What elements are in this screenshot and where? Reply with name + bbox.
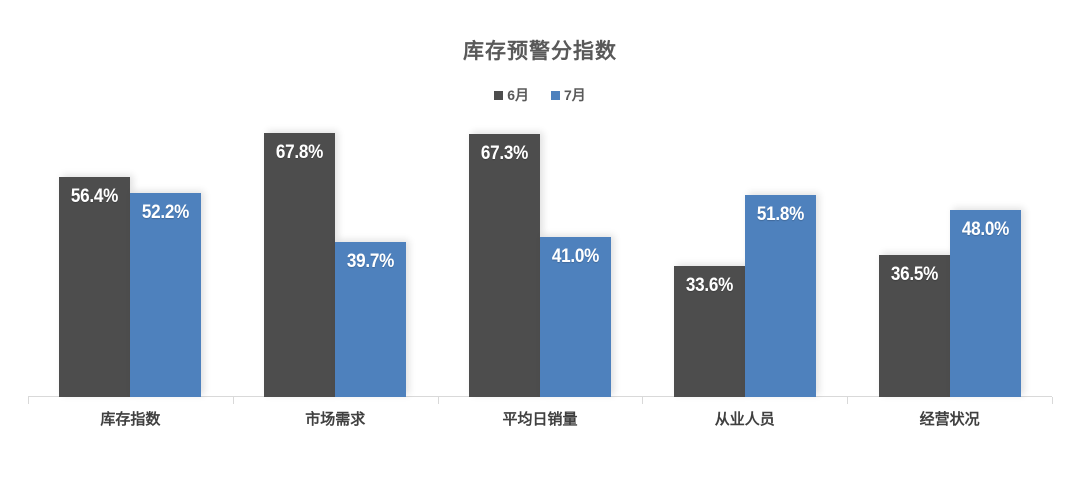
bar-group: 36.5% 48.0% [878, 120, 1021, 397]
bar-july[interactable]: 48.0% [949, 209, 1021, 397]
bar-june[interactable]: 67.3% [469, 134, 540, 397]
legend-item-july[interactable]: 7月 [551, 88, 586, 102]
bar-july[interactable]: 41.0% [540, 237, 611, 397]
legend-swatch-july-icon [551, 90, 560, 100]
legend-swatch-june-icon [494, 90, 504, 100]
axis-tick [28, 397, 29, 404]
bar-june[interactable]: 33.6% [673, 265, 745, 397]
bar-group: 56.4% 52.2% [59, 120, 202, 397]
axis-tick [437, 397, 439, 404]
category-label-2: 市场需求 [305, 411, 366, 428]
bar-pair: 33.6% 51.8% [673, 120, 816, 397]
legend-label-july: 7月 [564, 87, 586, 103]
legend-label-june: 6月 [507, 87, 529, 103]
bar-value-label: 41.0% [551, 246, 600, 268]
axis-tick [232, 397, 234, 404]
axis-tick [1052, 397, 1053, 404]
bar-june[interactable]: 67.8% [264, 132, 336, 397]
bar-value-label: 56.4% [71, 185, 119, 207]
bar-july[interactable]: 51.8% [744, 194, 816, 397]
category-label-5: 经营状况 [919, 411, 980, 428]
axis-tick [642, 397, 644, 404]
chart-title: 库存预警分指数 [463, 40, 617, 63]
bar-value-label: 52.2% [142, 202, 190, 224]
axis-tick [847, 397, 849, 404]
bar-value-label: 33.6% [685, 274, 733, 296]
bar-value-label: 36.5% [890, 263, 938, 285]
bar-pair: 36.5% 48.0% [878, 120, 1021, 397]
bar-july[interactable]: 39.7% [335, 242, 407, 397]
bar-pair: 67.3% 41.0% [469, 120, 611, 397]
bar-pair: 67.8% 39.7% [264, 120, 407, 397]
chart-legend: 6月 7月 [0, 88, 1080, 102]
bar-june[interactable]: 56.4% [59, 176, 131, 397]
bar-pair: 56.4% 52.2% [59, 120, 202, 397]
plot-area: 56.4% 52.2% 67.8% 39.7% 67.3% 41.0% 33.6% 51.8%… [28, 120, 1052, 397]
bar-value-label: 67.3% [480, 143, 529, 165]
legend-item-june[interactable]: 6月 [494, 88, 529, 102]
category-label-4: 从业人员 [714, 411, 775, 428]
bar-july[interactable]: 52.2% [130, 193, 202, 397]
bar-value-label: 51.8% [756, 203, 804, 225]
bar-value-label: 39.7% [347, 251, 395, 273]
bar-group: 67.3% 41.0% [469, 120, 611, 397]
bar-june[interactable]: 36.5% [878, 254, 950, 397]
category-label-1: 库存指数 [100, 411, 161, 428]
bar-value-label: 48.0% [961, 218, 1009, 240]
category-label-3: 平均日销量 [502, 411, 578, 428]
bar-value-label: 67.8% [276, 141, 324, 163]
bar-group: 67.8% 39.7% [264, 120, 407, 397]
bar-group: 33.6% 51.8% [673, 120, 816, 397]
